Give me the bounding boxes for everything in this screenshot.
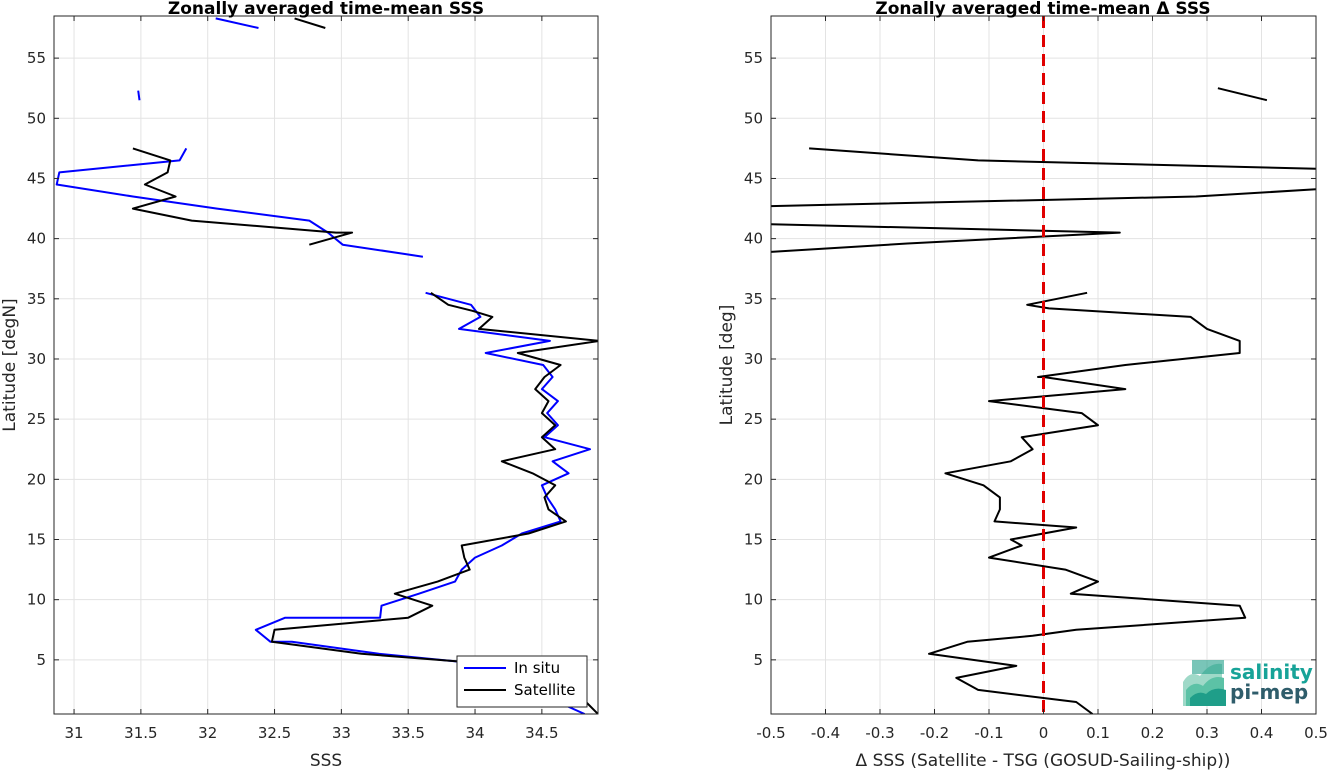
sss-panel: 31 31.5 32 32.5 33 33.5 34 34.5 5 10 15 20 25 30 35 40 4… — [0, 0, 599, 770]
delta-xtick-label: -0.3 — [865, 724, 894, 742]
sss-xtick-label: 32 — [198, 724, 217, 742]
delta-ytick-label: 5 — [753, 651, 763, 669]
sss-xtick-label: 34.5 — [525, 724, 558, 742]
sss-xtick-label: 33.5 — [391, 724, 424, 742]
sss-grid — [54, 16, 598, 714]
delta-title: Zonally averaged time-mean Δ SSS — [875, 0, 1210, 19]
sss-series-in-situ-segment — [254, 291, 591, 714]
delta-ylabel: Latitude [deg] — [717, 305, 737, 426]
sss-series-in-situ-segment — [215, 17, 259, 29]
delta-xtick-label: -0.2 — [920, 724, 949, 742]
logo-block — [1192, 660, 1224, 674]
sss-xtick-label: 33 — [332, 724, 351, 742]
delta-panel: -0.5 -0.4 -0.3 -0.2 -0.1 0 0.1 0.2 0.3 0.4 0.5 5 10 1… — [717, 0, 1328, 770]
delta-series-0-segment — [1217, 87, 1268, 102]
logo-line1: salinity — [1230, 660, 1313, 684]
delta-xtick-label: 0 — [1039, 724, 1049, 742]
sss-axes-box — [53, 15, 599, 715]
sss-series-in-situ-segment — [55, 147, 424, 258]
delta-xtick-label: -0.1 — [974, 724, 1003, 742]
delta-ytick-label: 50 — [744, 109, 763, 127]
sss-series-layer — [55, 17, 598, 714]
delta-xtick-label: 0.3 — [1195, 724, 1219, 742]
sss-series-satellite-segment — [131, 147, 354, 246]
delta-ytick-label: 35 — [744, 290, 763, 308]
sss-series-satellite-segment — [294, 17, 326, 29]
sss-ytick-label: 20 — [27, 470, 46, 488]
delta-xtick-label: 0.2 — [1141, 724, 1165, 742]
sss-xtick-label: 31 — [65, 724, 84, 742]
delta-series-0-segment — [771, 223, 1121, 253]
sss-xlabel: SSS — [310, 751, 342, 770]
delta-ticks: -0.5 -0.4 -0.3 -0.2 -0.1 0 0.1 0.2 0.3 0.4 0.5 5 10 1… — [744, 16, 1328, 742]
delta-series-0-segment — [928, 291, 1247, 714]
sss-xtick-label: 31.5 — [124, 724, 157, 742]
delta-ytick-label: 30 — [744, 350, 763, 368]
sss-ytick-label: 55 — [27, 49, 46, 67]
sss-ticks: 31 31.5 32 32.5 33 33.5 34 34.5 5 10 15 20 25 30 35 40 4… — [27, 16, 598, 742]
legend-label-insitu: In situ — [514, 659, 560, 677]
delta-ytick-label: 25 — [744, 410, 763, 428]
sss-xtick-label: 34 — [465, 724, 484, 742]
sss-title: Zonally averaged time-mean SSS — [168, 0, 484, 19]
delta-ytick-label: 40 — [744, 230, 763, 248]
sss-series-in-situ-segment — [137, 90, 141, 101]
sss-ylabel: Latitude [degN] — [0, 298, 20, 431]
delta-xtick-label: 0.5 — [1304, 724, 1328, 742]
sss-ytick-label: 35 — [27, 290, 46, 308]
delta-xtick-label: -0.4 — [811, 724, 840, 742]
delta-xtick-label: 0.1 — [1086, 724, 1110, 742]
delta-ytick-label: 55 — [744, 49, 763, 67]
delta-ytick-label: 10 — [744, 591, 763, 609]
legend-label-satellite: Satellite — [514, 681, 575, 699]
sss-xtick-label: 32.5 — [258, 724, 291, 742]
logo-line2: pi-mep — [1230, 680, 1308, 704]
delta-ytick-label: 20 — [744, 470, 763, 488]
delta-ytick-label: 15 — [744, 531, 763, 549]
sss-ytick-label: 50 — [27, 109, 46, 127]
logo-wave-front — [1190, 688, 1226, 706]
delta-series-layer — [771, 16, 1316, 714]
sss-ytick-label: 40 — [27, 230, 46, 248]
sss-series-satellite-segment — [270, 291, 598, 714]
sss-ytick-label: 10 — [27, 591, 46, 609]
delta-xtick-label: 0.4 — [1250, 724, 1274, 742]
sss-ytick-label: 5 — [36, 651, 46, 669]
legend-box — [456, 655, 588, 708]
legend: In situ Satellite — [456, 655, 588, 708]
salinity-pi-mep-logo: salinity pi-mep — [1183, 660, 1313, 706]
delta-xtick-label: -0.5 — [756, 724, 785, 742]
delta-series-0-segment — [809, 147, 1316, 170]
sss-ytick-label: 25 — [27, 410, 46, 428]
sss-ytick-label: 30 — [27, 350, 46, 368]
sss-ytick-label: 45 — [27, 169, 46, 187]
delta-series-0-segment — [771, 188, 1316, 208]
delta-xlabel: Δ SSS (Satellite - TSG (GOSUD-Sailing-sh… — [856, 751, 1231, 770]
sss-ytick-label: 15 — [27, 531, 46, 549]
delta-ytick-label: 45 — [744, 169, 763, 187]
